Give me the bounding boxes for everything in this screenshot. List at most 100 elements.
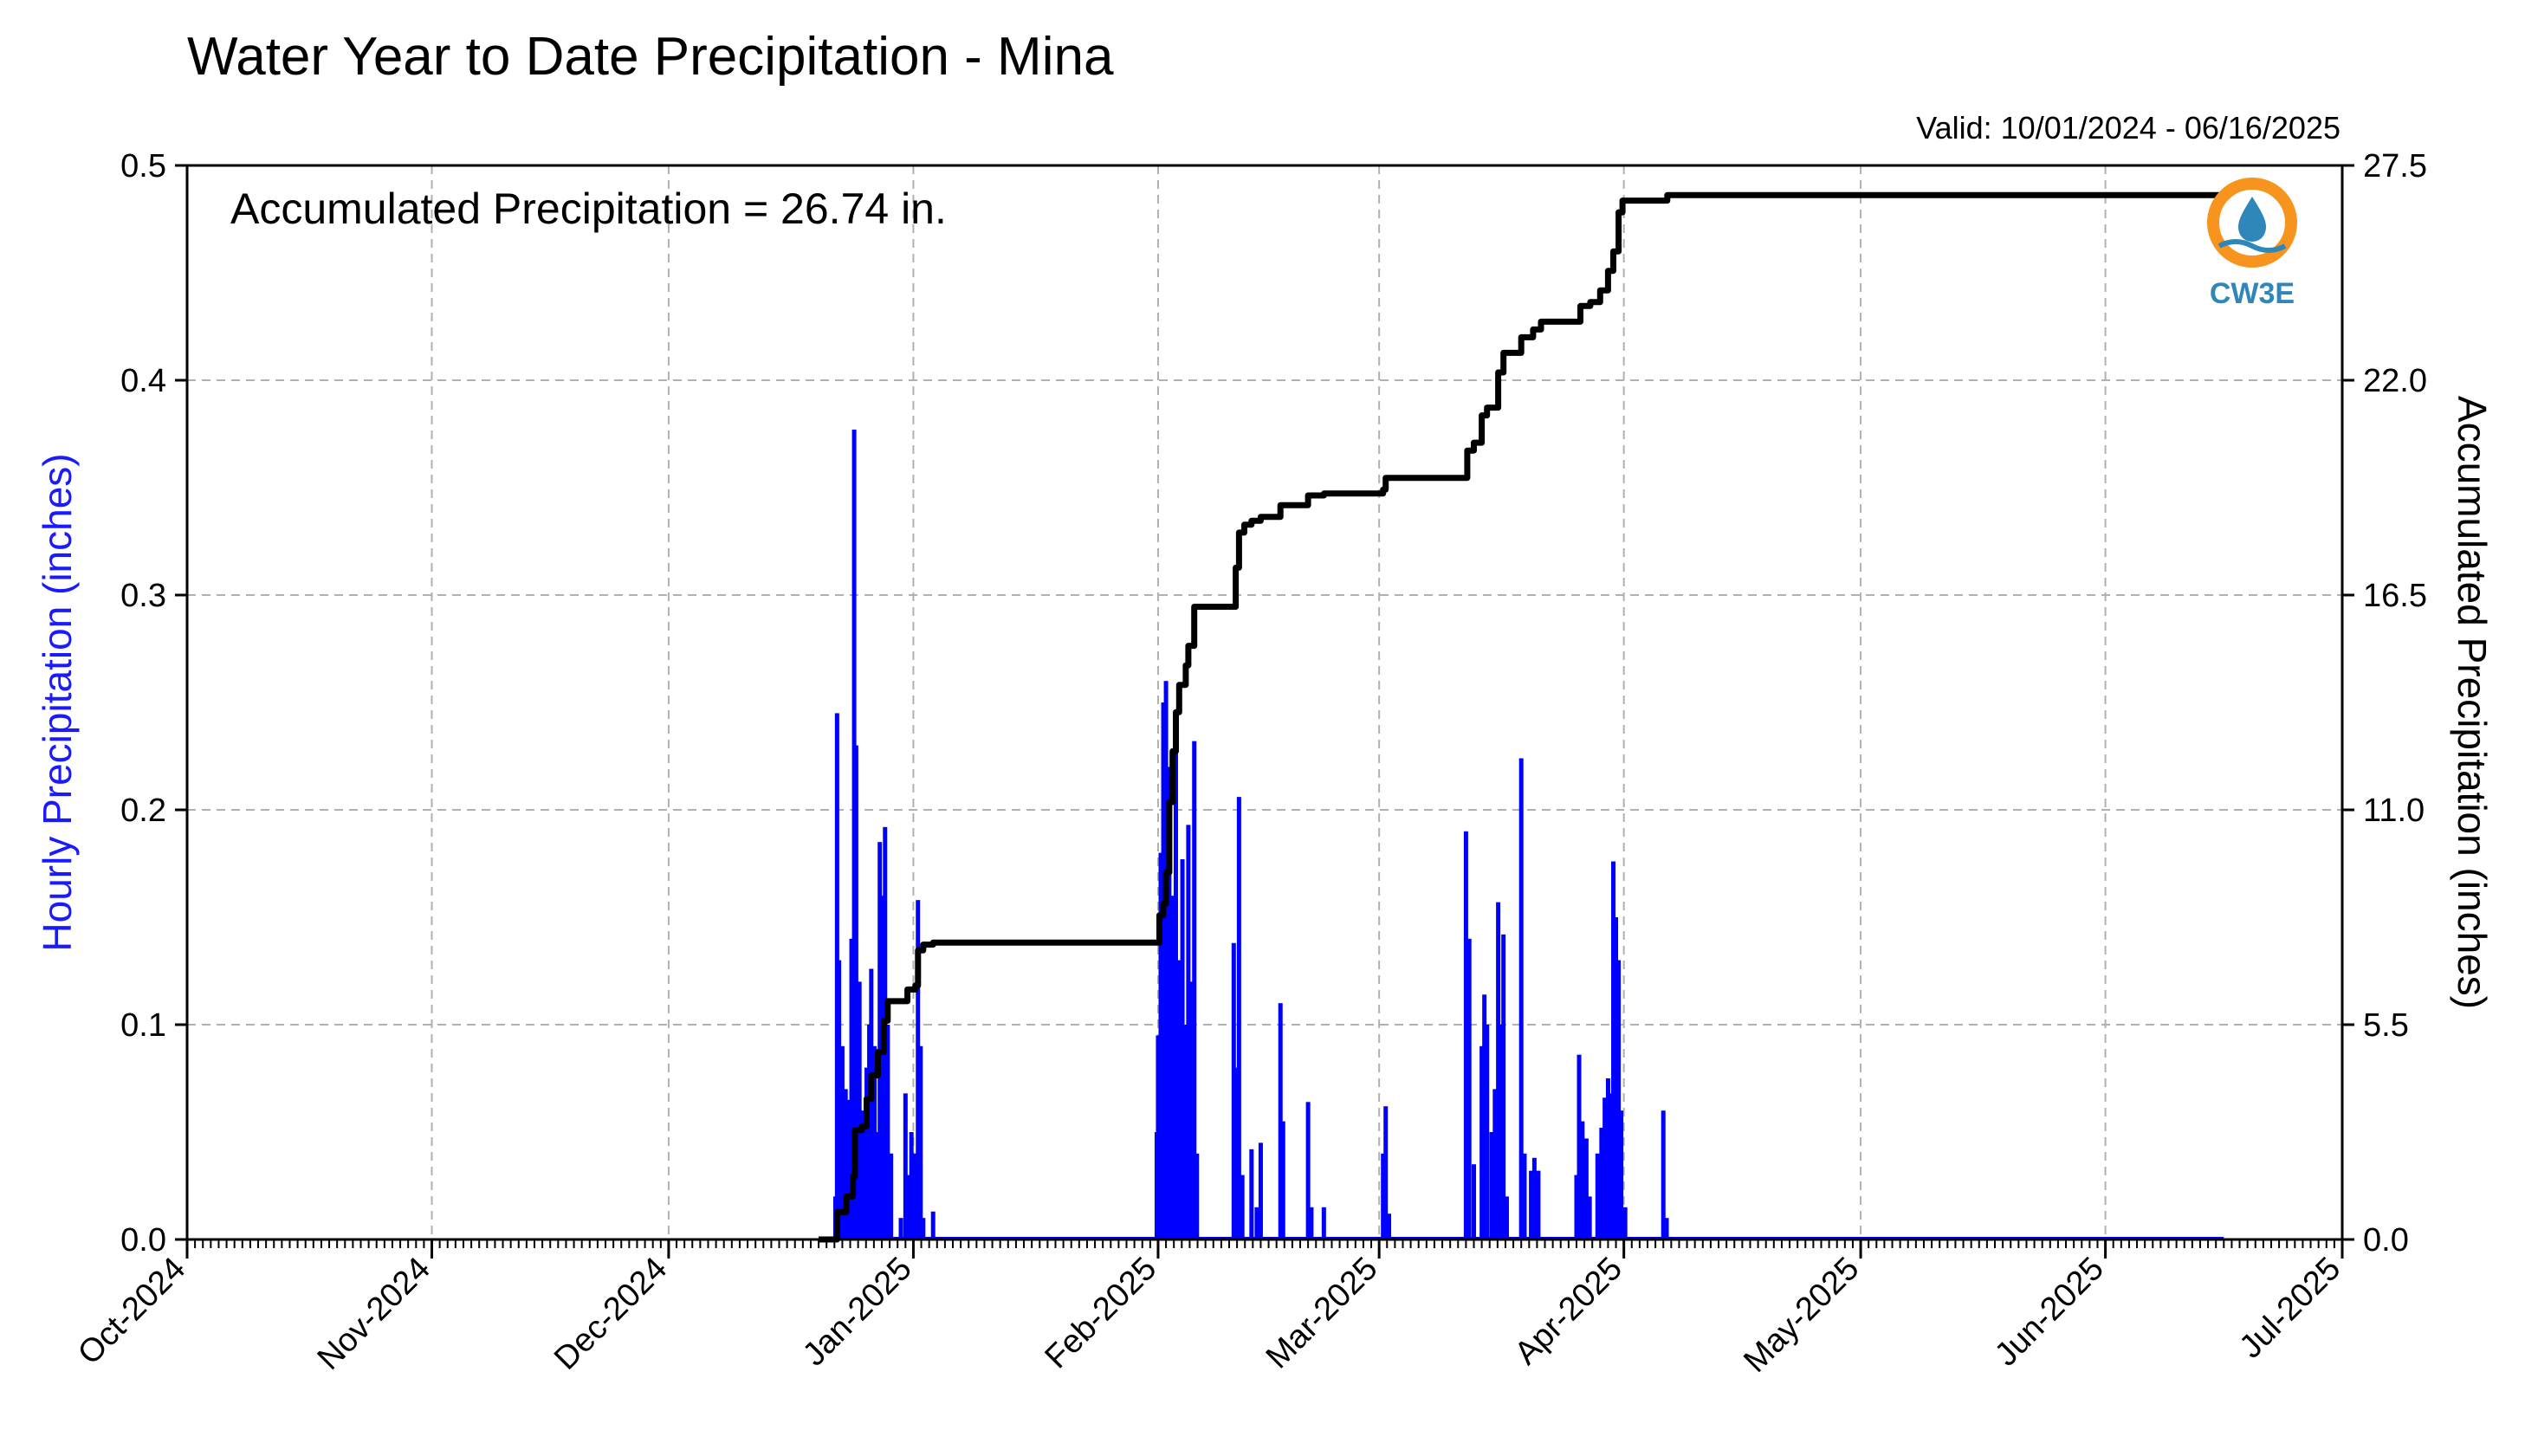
hourly-bar [860, 1110, 865, 1239]
hourly-bar [1611, 861, 1616, 1239]
hourly-bar [853, 745, 858, 1239]
hourly-bar [1463, 831, 1468, 1239]
hourly-bar [1309, 1207, 1314, 1239]
left-axis-label: Hourly Precipitation (inches) [35, 453, 80, 951]
left-tick-label: 0.5 [120, 148, 166, 184]
hourly-bar [1163, 681, 1169, 1239]
hourly-bar [1158, 852, 1163, 1239]
hourly-bar [1321, 1207, 1326, 1239]
hourly-bar [1536, 1170, 1541, 1239]
hourly-bar [1492, 1089, 1498, 1239]
hourly-bar [1529, 1170, 1534, 1239]
x-tick-label: Mar-2025 [1259, 1251, 1385, 1376]
water-drop-icon [2238, 197, 2266, 242]
hourly-bar [1387, 1213, 1392, 1239]
hourly-bar [1278, 1003, 1283, 1239]
logo-text: CW3E [2210, 277, 2295, 310]
hourly-bar [912, 1153, 917, 1239]
hourly-bar [1587, 1196, 1592, 1239]
x-tick-label: May-2025 [1737, 1251, 1866, 1380]
hourly-bar [1254, 1207, 1259, 1239]
right-tick-label: 27.5 [2363, 148, 2427, 184]
left-tick-label: 0.1 [120, 1007, 166, 1044]
x-tick-label: Feb-2025 [1039, 1251, 1164, 1376]
plot-frame [185, 164, 2344, 1241]
hourly-bar [1605, 1078, 1610, 1239]
valid-range: Valid: 10/01/2024 - 06/16/2025 [1916, 110, 2340, 146]
hourly-bar [1156, 1035, 1161, 1239]
right-tick-label: 11.0 [2363, 793, 2425, 829]
hourly-bar [1531, 1157, 1537, 1239]
hourly-bar [843, 1089, 848, 1239]
hourly-bar [1258, 1142, 1263, 1239]
hourly-bar [1622, 1207, 1628, 1239]
hourly-bar [885, 1025, 890, 1239]
cw3e-logo: CW3E [2207, 178, 2297, 310]
hourly-bar [1619, 1110, 1624, 1239]
hourly-bar [1176, 960, 1182, 1239]
accumulated-annotation: Accumulated Precipitation = 26.74 in. [230, 184, 947, 233]
hourly-bar [1249, 1149, 1254, 1239]
hourly-bar [872, 1045, 877, 1239]
right-tick-label: 5.5 [2363, 1007, 2409, 1044]
hourly-bar [1183, 1025, 1188, 1239]
hourly-bar [864, 1067, 870, 1239]
hourly-bar [1161, 702, 1166, 1239]
x-tick-label: Apr-2025 [1508, 1251, 1629, 1372]
hourly-bar [889, 1153, 894, 1239]
x-tick-label: Jul-2025 [2233, 1251, 2348, 1366]
hourly-bar [846, 1099, 851, 1239]
hourly-bar [1189, 981, 1195, 1239]
hourly-bar [1479, 1045, 1485, 1239]
hourly-bar [1504, 1196, 1509, 1239]
hourly-bar [1240, 1175, 1245, 1239]
right-tick-label: 16.5 [2363, 578, 2427, 614]
hourly-bar [1599, 1128, 1604, 1239]
hourly-bar [1170, 896, 1175, 1239]
hourly-bar [857, 981, 862, 1239]
axes: 0.0 0.1 0.2 0.3 0.4 0.5 0.0 5.5 11.0 16.5 22.0 27.5… [71, 148, 2427, 1380]
hourly-bar [869, 968, 874, 1239]
hourly-bar [898, 1218, 903, 1239]
hourly-bar [1466, 938, 1472, 1239]
left-tick-label: 0.0 [120, 1222, 166, 1259]
hourly-bar [1192, 741, 1197, 1239]
hourly-bar [903, 1093, 908, 1239]
hourly-bar [1381, 1153, 1386, 1239]
hourly-bar [1233, 1067, 1239, 1239]
hourly-bar [1499, 1025, 1504, 1239]
hourly-bar [1501, 934, 1506, 1239]
gridlines [187, 165, 2342, 1239]
hourly-bar [1482, 994, 1487, 1239]
hourly-bar [1580, 1121, 1585, 1239]
hourly-bar [921, 1218, 926, 1239]
hourly-bar [1383, 1106, 1389, 1239]
right-tick-label: 22.0 [2363, 363, 2427, 399]
hourly-bar [1614, 917, 1619, 1239]
hourly-bar [1280, 1121, 1285, 1239]
hourly-bar [1595, 1153, 1600, 1239]
hourly-bar [916, 900, 921, 1239]
hourly-bars [819, 430, 2224, 1239]
hourly-bar [1236, 797, 1241, 1239]
hourly-bar [918, 1045, 923, 1239]
hourly-bar [1485, 1025, 1490, 1239]
hourly-bar [1167, 767, 1172, 1239]
wave-icon [2217, 239, 2287, 253]
x-tick-label: Dec-2024 [547, 1251, 674, 1377]
hourly-bar [877, 842, 883, 1239]
hourly-bar [1472, 1164, 1477, 1239]
left-tick-label: 0.3 [120, 578, 166, 614]
x-tick-label: Nov-2024 [311, 1251, 437, 1377]
hourly-bar [1186, 825, 1191, 1239]
hourly-bar [837, 960, 842, 1239]
right-tick-label: 0.0 [2363, 1222, 2409, 1259]
left-tick-label: 0.4 [120, 363, 166, 399]
x-tick-label: Oct-2024 [71, 1251, 192, 1372]
hourly-bar [1664, 1218, 1669, 1239]
hourly-bar [839, 1045, 845, 1239]
hourly-bar [1602, 1097, 1608, 1239]
hourly-bar [930, 1211, 936, 1239]
hourly-bar [1496, 902, 1501, 1239]
hourly-bar [1305, 1102, 1311, 1239]
